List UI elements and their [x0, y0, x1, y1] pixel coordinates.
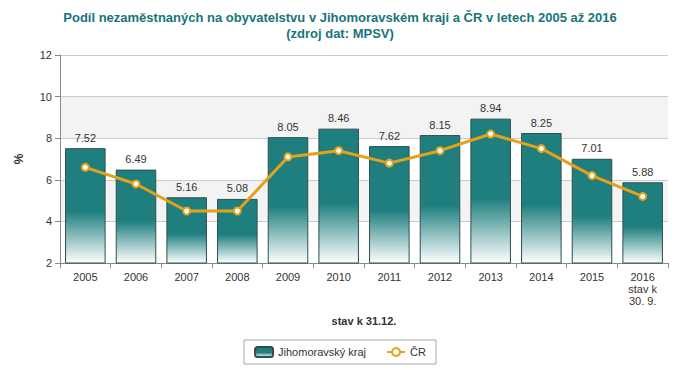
svg-text:30. 9.: 30. 9. — [629, 295, 657, 307]
svg-text:12: 12 — [40, 49, 52, 61]
svg-text:2: 2 — [46, 257, 52, 269]
svg-text:7.52: 7.52 — [75, 132, 96, 144]
svg-text:Podíl nezaměstnaných na obyvat: Podíl nezaměstnaných na obyvatelstvu v J… — [63, 10, 616, 25]
svg-text:2005: 2005 — [73, 271, 97, 283]
svg-text:2016: 2016 — [630, 271, 654, 283]
svg-text:8: 8 — [46, 132, 52, 144]
svg-text:stav k: stav k — [628, 283, 657, 295]
svg-text:2007: 2007 — [174, 271, 198, 283]
svg-text:4: 4 — [46, 215, 52, 227]
svg-text:8.46: 8.46 — [328, 112, 349, 124]
svg-text:2011: 2011 — [378, 271, 402, 283]
svg-text:8.25: 8.25 — [531, 117, 552, 129]
svg-text:6: 6 — [46, 174, 52, 186]
svg-text:2009: 2009 — [276, 271, 300, 283]
svg-text:2015: 2015 — [580, 271, 604, 283]
svg-text:5.16: 5.16 — [176, 181, 197, 193]
svg-text:(zdroj dat: MPSV): (zdroj dat: MPSV) — [286, 26, 394, 41]
svg-text:7.62: 7.62 — [379, 130, 400, 142]
svg-text:2008: 2008 — [225, 271, 249, 283]
svg-text:Jihomoravský kraj: Jihomoravský kraj — [278, 346, 366, 358]
svg-text:2012: 2012 — [428, 271, 452, 283]
svg-text:2014: 2014 — [529, 271, 553, 283]
svg-text:8.15: 8.15 — [429, 119, 450, 131]
svg-text:6.49: 6.49 — [125, 153, 146, 165]
svg-text:8.05: 8.05 — [277, 121, 298, 133]
svg-text:stav k 31.12.: stav k 31.12. — [332, 315, 397, 327]
svg-text:7.01: 7.01 — [581, 142, 602, 154]
svg-text:2010: 2010 — [326, 271, 350, 283]
svg-text:2013: 2013 — [478, 271, 502, 283]
svg-text:5.88: 5.88 — [632, 166, 653, 178]
svg-text:2006: 2006 — [124, 271, 148, 283]
svg-text:%: % — [12, 153, 26, 164]
svg-text:10: 10 — [40, 91, 52, 103]
svg-text:5.08: 5.08 — [227, 182, 248, 194]
svg-text:8.94: 8.94 — [480, 102, 501, 114]
svg-text:ČR: ČR — [410, 346, 426, 358]
